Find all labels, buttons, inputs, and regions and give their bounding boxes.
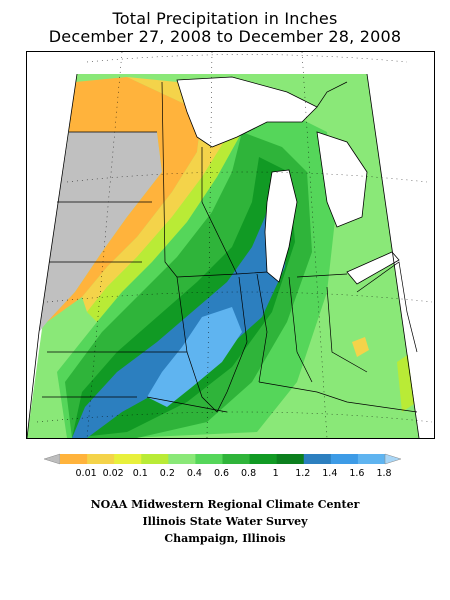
legend-label: 1.8 — [376, 468, 391, 479]
graticule — [36, 52, 433, 438]
state-boundaries — [42, 81, 418, 413]
lake-huron — [316, 131, 368, 228]
region-yellow — [82, 77, 227, 312]
title-line-2: December 27, 2008 to December 28, 2008 — [48, 27, 402, 46]
legend-label: 1.4 — [322, 468, 337, 479]
legend-label: 0.8 — [241, 468, 256, 479]
credit-line-3: Champaign, Illinois — [164, 532, 286, 545]
legend-swatch — [114, 454, 142, 464]
legend-label: 0.1 — [133, 468, 148, 479]
legend-low-cap — [43, 453, 61, 465]
credits: NOAA Midwestern Regional Climate Center … — [0, 496, 450, 547]
legend-swatch — [249, 454, 278, 464]
projection-edge-left — [27, 73, 78, 438]
credit-line-1: NOAA Midwestern Regional Climate Center — [90, 498, 360, 511]
legend-swatch — [276, 454, 305, 464]
lake-superior — [176, 76, 318, 148]
legend-label: 0.4 — [187, 468, 202, 479]
lake-michigan — [264, 169, 298, 283]
legend-high-cap — [384, 453, 402, 465]
legend-label: 0.02 — [103, 468, 124, 479]
legend-swatch — [141, 454, 169, 464]
legend-label: 0.01 — [76, 468, 97, 479]
title-line-1: Total Precipitation in Inches — [112, 9, 338, 28]
legend-label: 1.6 — [349, 468, 364, 479]
projection-edge-right — [366, 73, 420, 438]
legend-swatch — [222, 454, 251, 464]
lake-erie — [346, 251, 400, 285]
outside-projection-top — [27, 52, 434, 74]
legend-label: 0.6 — [214, 468, 229, 479]
legend-label: 0.2 — [160, 468, 175, 479]
legend-canvas: 0.01 0.02 0.1 0.2 0.4 0.6 0.8 1 1.2 1.4 1.6 1.8 — [43, 453, 402, 479]
precipitation-map — [26, 51, 435, 439]
legend-swatch — [357, 454, 386, 464]
legend-swatch — [330, 454, 359, 464]
outside-projection-left — [27, 52, 77, 438]
region-light-blue — [147, 307, 242, 407]
legend-swatch — [60, 454, 88, 464]
region-yellow-east — [352, 337, 369, 357]
legend-label: 1.2 — [295, 468, 310, 479]
legend-label: 1 — [273, 468, 279, 479]
outside-projection-right — [367, 52, 434, 438]
region-blue — [72, 187, 289, 438]
legend-swatch — [195, 454, 223, 464]
region-no-data — [39, 132, 162, 332]
legend-swatch — [303, 454, 332, 464]
legend-swatch — [87, 454, 115, 464]
map-canvas — [27, 52, 434, 438]
legend-swatch — [168, 454, 196, 464]
credit-line-2: Illinois State Water Survey — [142, 515, 308, 528]
map-title: Total Precipitation in Inches December 2… — [0, 10, 450, 46]
precipitation-legend: 0.01 0.02 0.1 0.2 0.4 0.6 0.8 1 1.2 1.4 1.6 1.8 — [0, 448, 450, 488]
